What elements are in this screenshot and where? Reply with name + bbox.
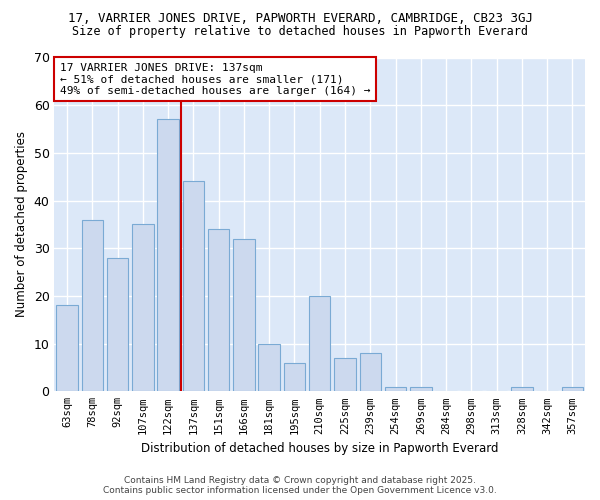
Bar	[82, 220, 103, 392]
Bar	[259, 344, 280, 392]
Bar	[107, 258, 128, 392]
Bar	[233, 238, 254, 392]
Bar	[157, 120, 179, 392]
Bar	[562, 386, 583, 392]
Bar	[334, 358, 356, 392]
Bar	[410, 386, 431, 392]
Bar	[309, 296, 331, 392]
Bar	[208, 229, 229, 392]
Text: Contains HM Land Registry data © Crown copyright and database right 2025.
Contai: Contains HM Land Registry data © Crown c…	[103, 476, 497, 495]
Bar	[56, 306, 78, 392]
Bar	[359, 353, 381, 392]
Bar	[511, 386, 533, 392]
Bar	[132, 224, 154, 392]
Text: 17, VARRIER JONES DRIVE, PAPWORTH EVERARD, CAMBRIDGE, CB23 3GJ: 17, VARRIER JONES DRIVE, PAPWORTH EVERAR…	[67, 12, 533, 26]
Bar	[182, 182, 204, 392]
Bar	[284, 362, 305, 392]
Text: Size of property relative to detached houses in Papworth Everard: Size of property relative to detached ho…	[72, 25, 528, 38]
Bar	[385, 386, 406, 392]
Y-axis label: Number of detached properties: Number of detached properties	[15, 132, 28, 318]
Text: 17 VARRIER JONES DRIVE: 137sqm
← 51% of detached houses are smaller (171)
49% of: 17 VARRIER JONES DRIVE: 137sqm ← 51% of …	[60, 62, 370, 96]
X-axis label: Distribution of detached houses by size in Papworth Everard: Distribution of detached houses by size …	[141, 442, 499, 455]
